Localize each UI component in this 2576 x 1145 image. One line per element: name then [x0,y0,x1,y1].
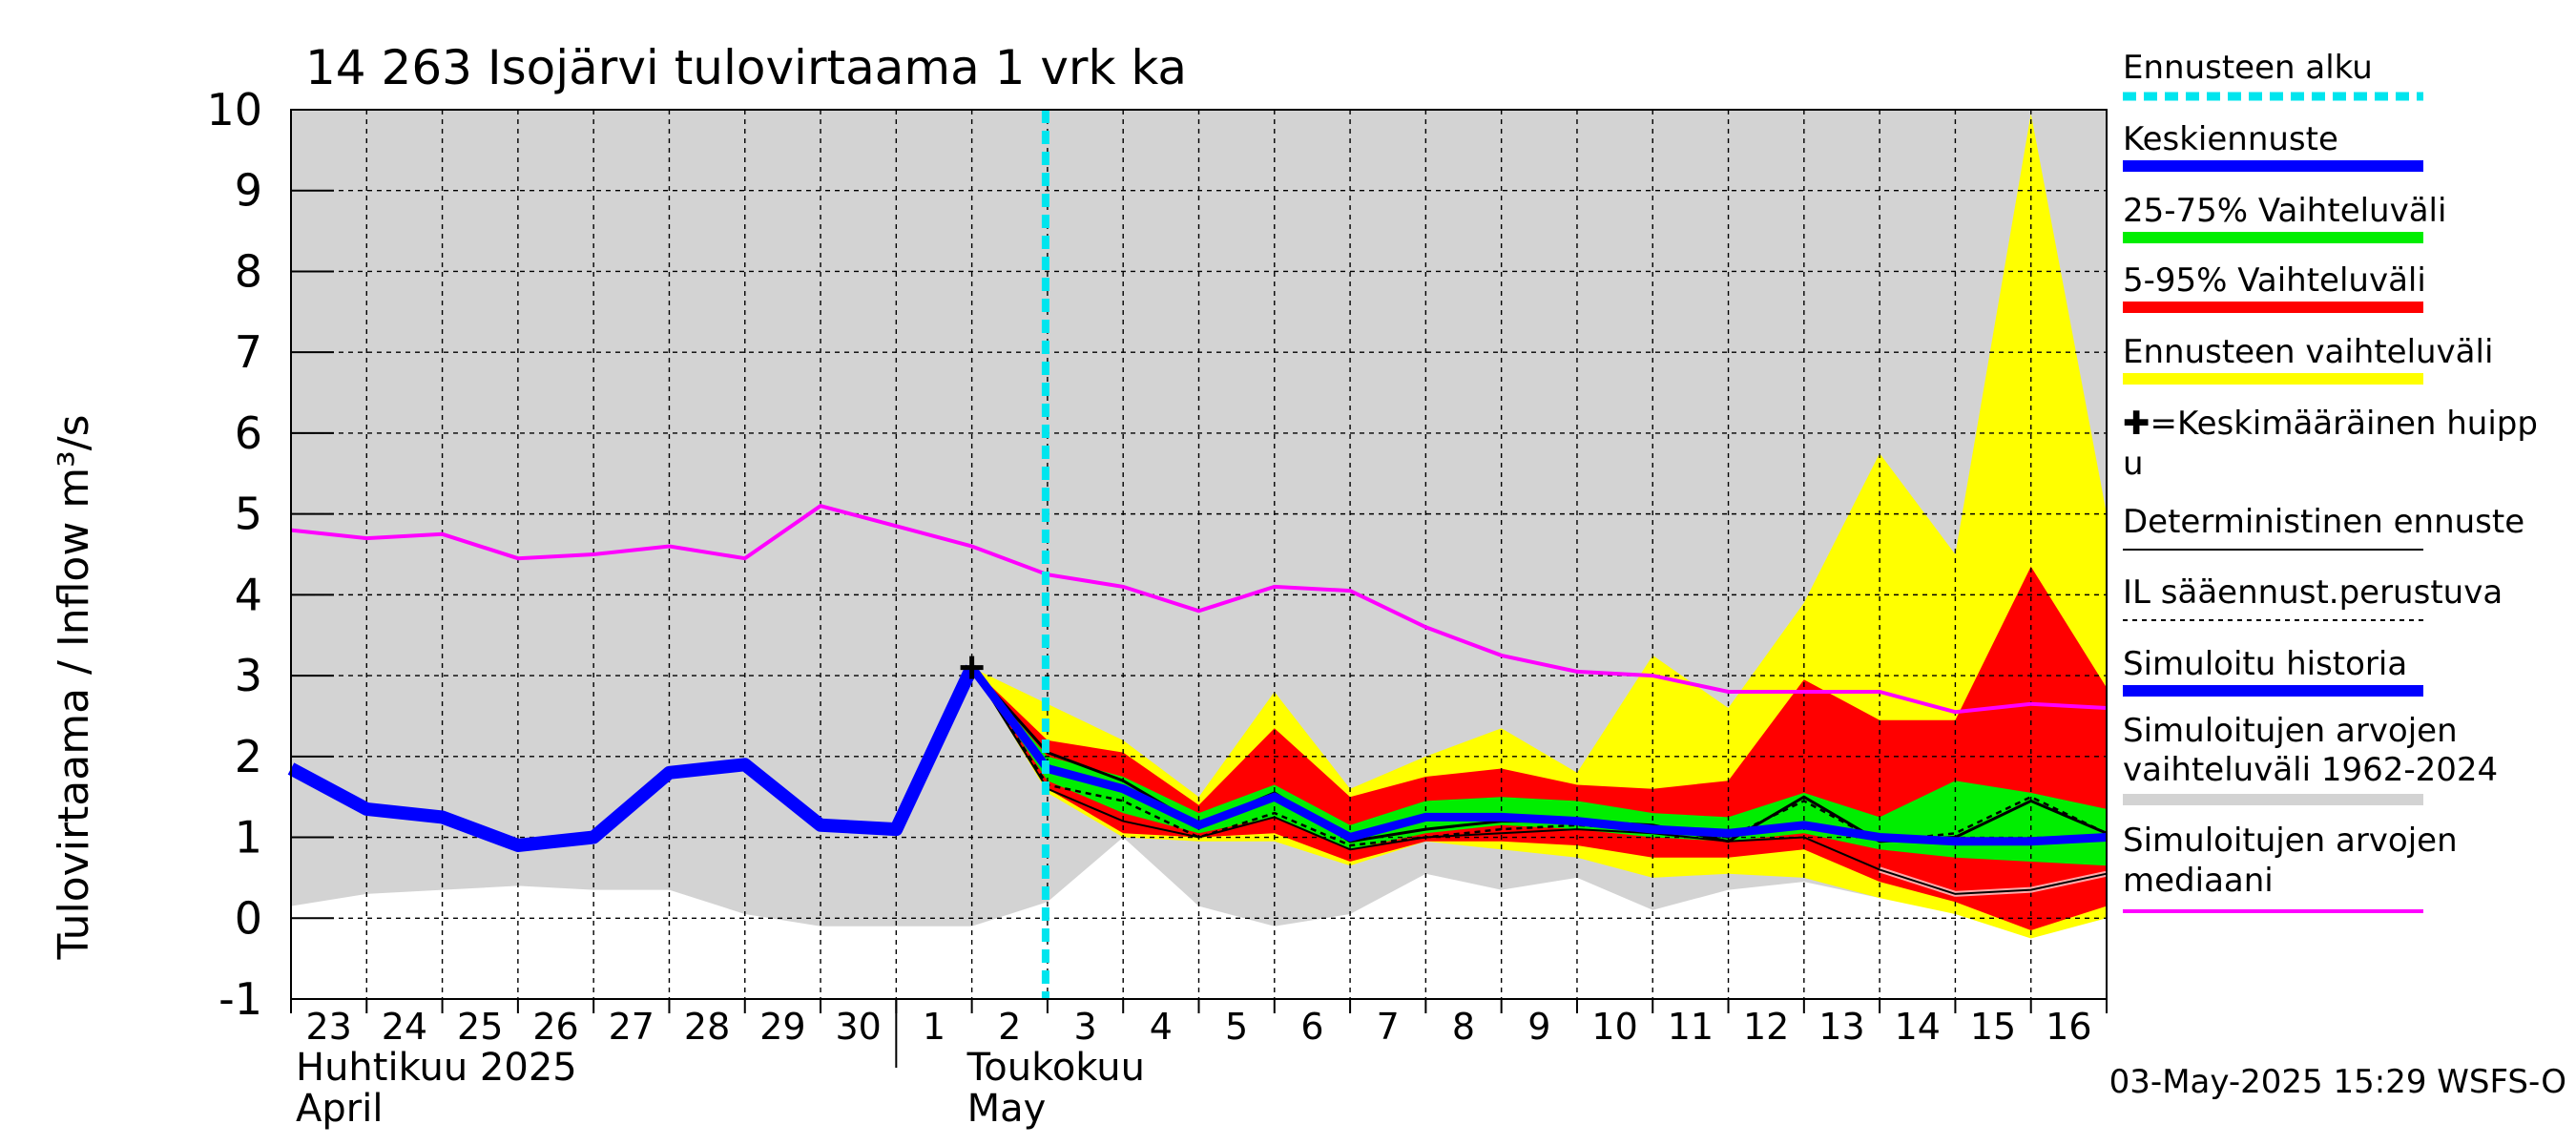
legend-label: Keskiennuste [2123,120,2338,158]
x-tick-label: 7 [1377,1006,1400,1048]
legend-label: ✚=Keskimääräinen huipp [2123,405,2538,443]
x-tick-label: 3 [1073,1006,1096,1048]
y-axis: -1 0 1 2 3 4 5 6 7 8 9 10 [206,84,334,1025]
y-tick-label: 7 [235,326,262,378]
legend-label-line2: vaihteluväli 1962-2024 [2123,751,2498,789]
x-tick-label: 1 [923,1006,945,1048]
x-tick-label: 13 [1818,1006,1864,1048]
legend-label: Deterministinen ennuste [2123,503,2524,541]
x-tick-label: 5 [1225,1006,1248,1048]
y-axis-label: Tulovirtaama / Inflow m³/s [50,414,98,960]
legend-label: IL sääennust.perustuva [2123,573,2503,612]
y-tick-label: 0 [235,892,262,944]
legend-label: 25-75% Vaihteluväli [2123,192,2446,230]
x-tick-label: 27 [609,1006,654,1048]
mean-forecast-line [967,664,2108,846]
x-tick-label: 10 [1591,1006,1637,1048]
deterministic-lower-line [970,667,2108,895]
x-tick-label: 25 [457,1006,503,1048]
y-tick-label: 2 [235,731,262,782]
legend-label: 5-95% Vaihteluväli [2123,261,2426,300]
y-tick-label: 4 [235,569,262,620]
x-tick-label: 29 [759,1006,805,1048]
x-tick-label: 14 [1895,1006,1941,1048]
month-label: Huhtikuu 2025 [296,1046,577,1090]
x-tick-label: 16 [2046,1006,2091,1048]
median-line [290,504,2108,715]
legend-label-line2: mediaani [2123,862,2274,900]
x-tick-label: 6 [1300,1006,1323,1048]
x-tick-label: 30 [836,1006,882,1048]
x-tick-label: 15 [1970,1006,2016,1048]
x-tick-label: 4 [1150,1006,1173,1048]
forecast-band-2 [971,667,2107,866]
legend-label: Ennusteen alku [2123,49,2373,87]
x-tick-label: 11 [1668,1006,1714,1048]
peak-marker [960,656,984,679]
x-tick-label: 8 [1452,1006,1475,1048]
x-tick-label: 28 [684,1006,730,1048]
plot-area [287,109,2108,1000]
chart-title: 14 263 Isojärvi tulovirtaama 1 vrk ka [305,40,1187,95]
legend-label-line2: u [2123,445,2144,483]
legend: Ennusteen alku Keskiennuste 25-75% Vaihtel… [2123,49,2538,913]
x-tick-label: 24 [382,1006,427,1048]
y-tick-label: 8 [235,245,262,297]
x-tick-label: 23 [305,1006,351,1048]
month-label-en: April [296,1087,383,1131]
timestamp-label: 03-May-2025 15:29 WSFS-O [2109,1063,2566,1101]
month-label: Toukokuu [966,1046,1145,1090]
x-axis: 23 24 25 26 27 28 29 30 1 2 3 4 5 6 7 8 9 10 11 12 13 14 15 16H… [290,999,2108,1131]
x-tick-label: 2 [998,1006,1021,1048]
y-tick-label: 5 [235,489,262,540]
legend-label: Ennusteen vaihteluväli [2123,333,2493,371]
x-tick-label: 12 [1743,1006,1789,1048]
x-tick-label: 26 [532,1006,578,1048]
legend-label: Simuloitujen arvojen [2123,822,2458,860]
month-label-en: May [967,1087,1047,1131]
forecast-band-1 [971,566,2107,930]
legend-label: Simuloitujen arvojen [2123,712,2458,750]
y-tick-label: 3 [235,650,262,701]
simulated-history-line [287,664,978,852]
y-tick-label: 6 [235,407,262,459]
y-tick-label: -1 [218,973,262,1025]
x-tick-label: 9 [1527,1006,1550,1048]
y-tick-label: 1 [235,812,262,864]
forecast-bands [971,114,2107,939]
y-tick-label: 9 [235,165,262,217]
legend-label: Simuloitu historia [2123,645,2407,683]
series-lines [287,504,2108,897]
y-tick-label: 10 [206,84,262,135]
